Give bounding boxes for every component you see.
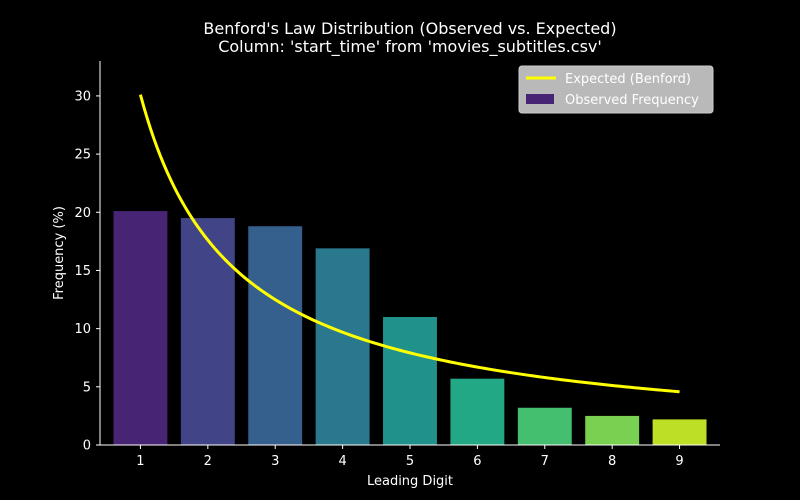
x-tick-label: 8: [608, 454, 616, 469]
x-tick-label: 4: [338, 454, 346, 469]
legend: Expected (Benford) Observed Frequency: [518, 65, 714, 114]
y-tick-label: 25: [74, 148, 91, 163]
legend-expected-label: Expected (Benford): [565, 72, 691, 87]
y-tick-label: 10: [74, 322, 91, 337]
y-tick-label: 0: [83, 439, 91, 454]
legend-observed-label: Observed Frequency: [565, 93, 699, 108]
y-tick-label: 5: [83, 380, 91, 395]
bar-digit-7: [517, 407, 572, 445]
x-tick-label: 3: [271, 454, 279, 469]
chart-title-line1: Benford's Law Distribution (Observed vs.…: [203, 19, 616, 38]
bar-digit-2: [180, 218, 235, 445]
x-tick-label: 2: [204, 454, 212, 469]
legend-observed-swatch: [526, 94, 554, 104]
bar-digit-1: [113, 211, 168, 445]
x-tick-label: 9: [675, 454, 683, 469]
expected-benford-line: [138, 94, 680, 394]
x-tick-label: 5: [406, 454, 414, 469]
y-axis-label: Frequency (%): [52, 206, 67, 300]
bar-digit-5: [383, 317, 437, 445]
legend-box: [518, 65, 714, 114]
x-tick-label: 6: [473, 454, 481, 469]
bar-digit-6: [450, 378, 505, 445]
x-tick-label: 7: [541, 454, 549, 469]
x-axis-label: Leading Digit: [367, 474, 453, 489]
y-tick-label: 20: [74, 206, 91, 221]
y-tick-label: 30: [74, 89, 91, 104]
bar-digit-9: [652, 419, 707, 445]
chart-title-line2: Column: 'start_time' from 'movies_subtit…: [218, 37, 602, 57]
y-tick-label: 15: [74, 264, 91, 279]
bar-digit-3: [248, 226, 303, 445]
bar-digit-8: [585, 415, 640, 445]
x-tick-label: 1: [136, 454, 144, 469]
bar-digit-4: [315, 248, 370, 445]
